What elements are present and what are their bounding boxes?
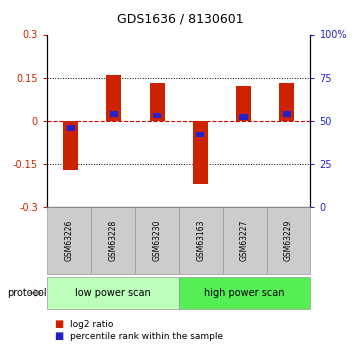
Bar <box>66 125 75 130</box>
Bar <box>196 132 204 137</box>
Text: percentile rank within the sample: percentile rank within the sample <box>70 332 223 341</box>
Bar <box>153 113 161 118</box>
Text: GSM63229: GSM63229 <box>284 220 293 261</box>
Text: GDS1636 / 8130601: GDS1636 / 8130601 <box>117 12 244 25</box>
Bar <box>110 111 118 117</box>
Text: log2 ratio: log2 ratio <box>70 320 114 329</box>
Text: GSM63227: GSM63227 <box>240 220 249 261</box>
Text: low power scan: low power scan <box>75 288 151 298</box>
Text: protocol: protocol <box>7 288 47 298</box>
Text: GSM63163: GSM63163 <box>196 220 205 262</box>
Text: GSM63230: GSM63230 <box>152 220 161 262</box>
Bar <box>283 111 291 117</box>
Text: high power scan: high power scan <box>204 288 285 298</box>
Text: GSM63226: GSM63226 <box>64 220 73 261</box>
Bar <box>106 75 121 121</box>
Bar <box>193 121 208 184</box>
Text: ■: ■ <box>54 332 64 341</box>
Bar <box>63 121 78 170</box>
Text: GSM63228: GSM63228 <box>108 220 117 261</box>
Bar <box>236 86 251 121</box>
Bar <box>149 83 165 121</box>
Bar <box>279 83 294 121</box>
Bar <box>239 115 248 120</box>
Text: ■: ■ <box>54 319 64 329</box>
